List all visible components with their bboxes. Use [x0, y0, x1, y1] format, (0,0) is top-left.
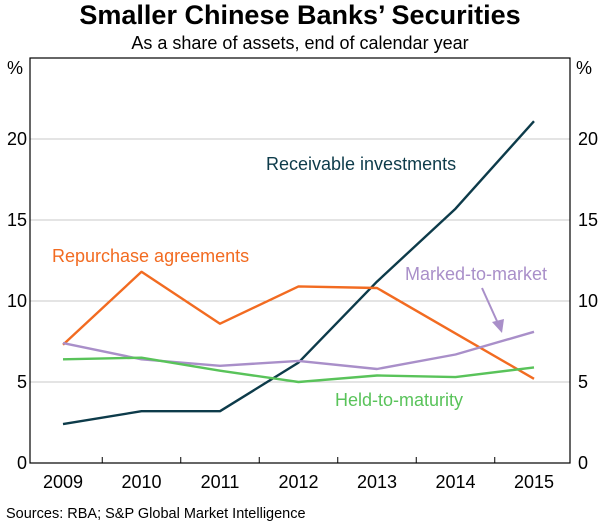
series-labels: Receivable investments Repurchase agreeme…	[52, 154, 547, 410]
plot-frame	[29, 57, 571, 464]
y-tick-left-10: 10	[7, 291, 27, 311]
y-unit-right: %	[576, 58, 592, 78]
x-tick-2012: 2012	[278, 472, 318, 492]
chart-subtitle: As a share of assets, end of calendar ye…	[131, 33, 468, 53]
y-tick-left-5: 5	[17, 372, 27, 392]
series-label-0: Receivable investments	[266, 154, 456, 174]
y-tick-left-0: 0	[17, 453, 27, 473]
y-tick-left-15: 15	[7, 210, 27, 230]
x-tick-2014: 2014	[435, 472, 475, 492]
y-unit-left: %	[7, 58, 23, 78]
y-tick-right-0: 0	[578, 453, 588, 473]
y-tick-right-10: 10	[578, 291, 598, 311]
x-tick-2013: 2013	[357, 472, 397, 492]
x-tick-2009: 2009	[43, 472, 83, 492]
x-tick-2010: 2010	[121, 472, 161, 492]
series-line-3	[62, 356, 535, 384]
series-line-2	[62, 330, 535, 371]
series-label-3: Held-to-maturity	[335, 390, 463, 410]
x-tick-2011: 2011	[201, 472, 240, 492]
x-ticks: 2009 2010 2011 2012 2013 2014 2015	[43, 457, 554, 492]
y-tick-right-5: 5	[578, 372, 588, 392]
series-lines	[62, 120, 535, 426]
series-line-0	[62, 120, 535, 426]
chart-title: Smaller Chinese Banks’ Securities	[79, 0, 520, 30]
series-label-1: Repurchase agreements	[52, 246, 249, 266]
y-tick-right-15: 15	[578, 210, 598, 230]
label-arrow-head	[492, 319, 504, 333]
series-line-1	[62, 270, 535, 380]
series-label-2: Marked-to-market	[405, 264, 547, 284]
x-tick-2015: 2015	[514, 472, 554, 492]
chart-source: Sources: RBA; S&P Global Market Intellig…	[6, 506, 306, 522]
y-tick-right-20: 20	[578, 129, 598, 149]
y-ticks: 0 0 5 5 10 10 15 15 20 20	[7, 129, 598, 473]
y-tick-left-20: 20	[7, 129, 27, 149]
